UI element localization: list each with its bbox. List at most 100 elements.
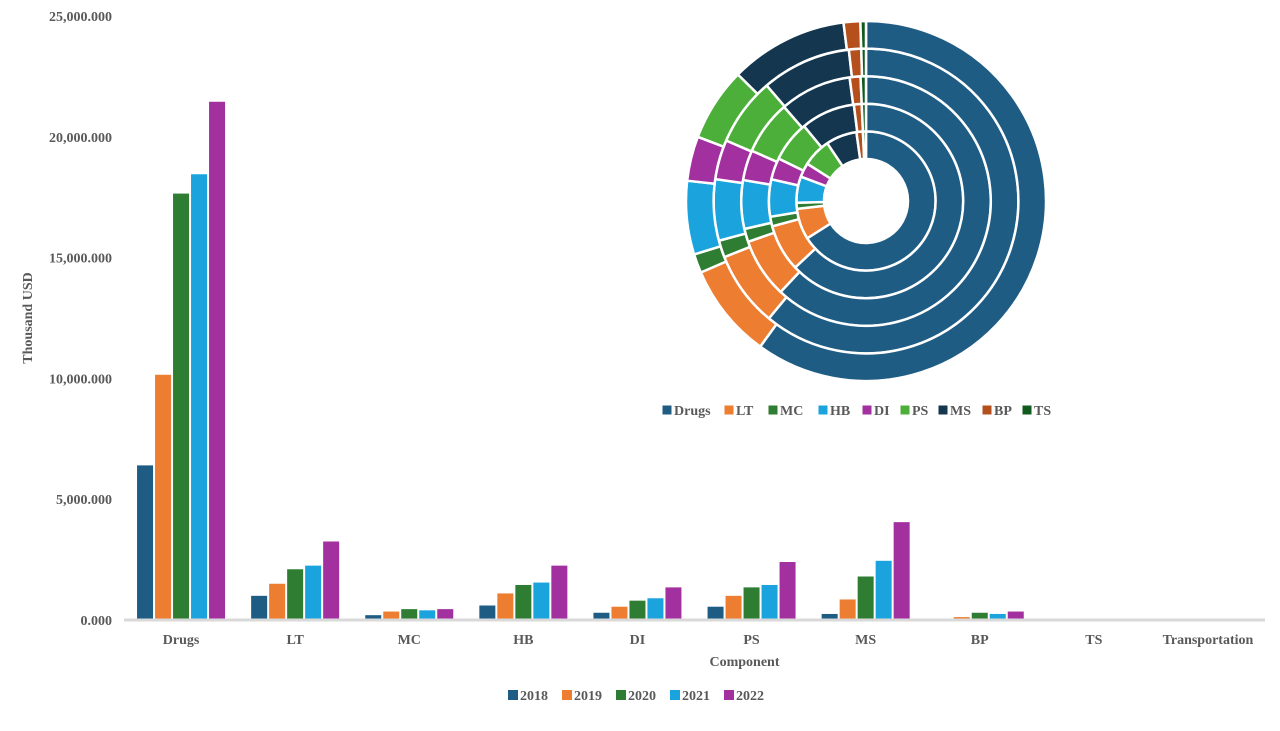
bar-mc-2022	[437, 609, 454, 620]
bar-drugs-2018	[137, 465, 154, 620]
axes: 0.000 5,000.000 10,000.000 15,000.000 20,000…	[49, 10, 1265, 648]
donut-slice-ts-ring-3	[859, 74, 868, 106]
bar-lt-2021	[305, 565, 322, 620]
donut-legend-swatch-hb	[817, 404, 829, 416]
bar-drugs-2019	[155, 374, 172, 620]
bar-di-2018	[593, 612, 610, 620]
donut-slice-bp-outer	[842, 19, 863, 52]
bar-drugs-2021	[191, 174, 208, 621]
donut-slice-ts-outer	[859, 19, 868, 50]
donut-slice-ts-inner	[861, 130, 868, 161]
donut-legend-swatch-ts	[1021, 404, 1033, 416]
bar-ps-2019	[725, 595, 742, 620]
donut-legend-label: HB	[830, 404, 850, 419]
bar-mc-2018	[365, 615, 382, 620]
donut-legend-label: BP	[994, 404, 1012, 419]
legend-label: 2020	[628, 689, 656, 704]
legend-swatch-2020	[616, 690, 626, 700]
donut-slice-bp-ring-4	[847, 47, 864, 79]
donut-slice-hb-ring-4	[712, 177, 748, 243]
bar-ms-2021	[875, 560, 892, 620]
legend-swatch-2018	[508, 690, 518, 700]
bar-lt-2022	[323, 541, 340, 620]
legend-label: 2022	[736, 689, 764, 704]
bar-di-2020	[629, 600, 646, 620]
bar-hb-2020	[515, 584, 532, 620]
donut-legend-label: TS	[1034, 404, 1051, 419]
bar-legend: 2018 2019 2020 2021 2022	[508, 689, 764, 704]
legend-swatch-2019	[562, 690, 572, 700]
donut-legend-swatch-di	[861, 404, 873, 416]
bar-di-2021	[647, 598, 664, 620]
donut-slice-ts-ring-2	[860, 102, 868, 133]
bar-hb-2021	[533, 582, 550, 620]
bar-bp-2022	[1007, 611, 1024, 620]
bar-lt-2020	[287, 569, 304, 620]
donut-legend-swatch-lt	[723, 404, 735, 416]
donut-legend-swatch-drugs	[661, 404, 673, 416]
x-axis-title: Component	[709, 655, 779, 670]
x-tick-label: TS	[1085, 633, 1102, 648]
bars	[137, 101, 1024, 621]
bar-hb-2019	[497, 593, 514, 620]
legend-label: 2021	[682, 689, 710, 704]
y-tick-label: 5,000.000	[56, 493, 112, 508]
donut-legend-swatch-mc	[767, 404, 779, 416]
x-tick-label: Drugs	[163, 633, 200, 648]
legend-swatch-2021	[670, 690, 680, 700]
y-tick-label: 25,000.000	[49, 10, 112, 25]
bar-drugs-2022	[209, 101, 226, 620]
bar-ms-2020	[857, 576, 874, 620]
bar-drugs-2020	[173, 193, 190, 621]
y-tick-label: 10,000.000	[49, 372, 112, 387]
donut-legend-label: PS	[912, 404, 929, 419]
y-tick-label: 0.000	[81, 614, 113, 629]
bar-ps-2021	[761, 584, 778, 620]
x-tick-label: LT	[286, 633, 304, 648]
donut-legend-label: Drugs	[674, 404, 711, 419]
x-tick-label: Transportation	[1163, 633, 1254, 648]
donut-chart	[684, 19, 1048, 383]
x-tick-label: HB	[513, 633, 533, 648]
x-tick-label: MS	[855, 633, 876, 648]
bar-lt-2019	[269, 583, 286, 620]
bar-ps-2018	[707, 606, 724, 620]
y-tick-label: 20,000.000	[49, 131, 112, 146]
x-tick-label: MC	[398, 633, 421, 648]
bar-ms-2022	[893, 522, 910, 620]
donut-legend-swatch-bp	[981, 404, 993, 416]
bar-ms-2019	[839, 599, 856, 620]
donut-legend-label: DI	[874, 404, 890, 419]
legend-swatch-2022	[724, 690, 734, 700]
donut-slice-hb-ring-3	[740, 178, 773, 231]
bar-ps-2022	[779, 562, 796, 620]
donut-legend-label: MC	[780, 404, 803, 419]
legend-label: 2018	[520, 689, 548, 704]
bar-hb-2022	[551, 565, 568, 620]
bar-mc-2019	[383, 611, 400, 620]
donut-legend: Drugs LT MC HB DI PS MS BP TS	[661, 404, 1051, 419]
bar-bp-2020	[971, 612, 988, 620]
donut-slice-ts-ring-4	[859, 47, 868, 78]
x-tick-label: BP	[971, 633, 989, 648]
bar-di-2019	[611, 606, 628, 620]
bar-mc-2021	[419, 610, 436, 620]
bar-bp-2021	[989, 613, 1006, 620]
y-axis-title: Thousand USD	[21, 272, 36, 363]
x-tick-label: PS	[743, 633, 760, 648]
donut-legend-swatch-ps	[899, 404, 911, 416]
donut-legend-swatch-ms	[937, 404, 949, 416]
x-tick-label: DI	[630, 633, 646, 648]
bar-di-2022	[665, 587, 682, 620]
donut-legend-label: LT	[736, 404, 754, 419]
donut-legend-label: MS	[950, 404, 971, 419]
bar-ps-2020	[743, 587, 760, 620]
y-tick-label: 15,000.000	[49, 252, 112, 267]
donut-slice-drugs-outer	[758, 19, 1048, 383]
bar-ms-2018	[821, 613, 838, 620]
bar-mc-2020	[401, 609, 418, 620]
legend-label: 2019	[574, 689, 602, 704]
bar-hb-2018	[479, 605, 496, 620]
